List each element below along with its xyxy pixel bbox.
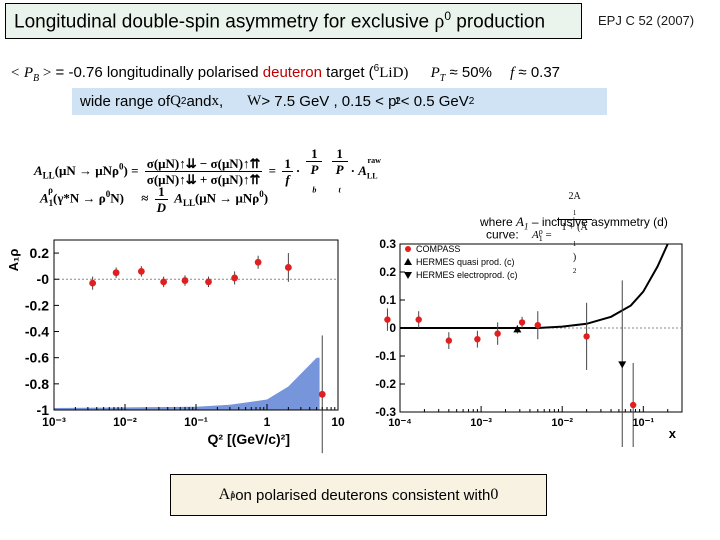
legend-marker-hermes-quasi xyxy=(404,258,412,265)
legend-label: HERMES electroprod. (c) xyxy=(416,270,518,280)
data-point-q2 xyxy=(205,278,212,286)
ytick-label-x: -0.3 xyxy=(375,405,396,419)
data-point-hermes-quasi xyxy=(513,325,522,333)
xtick-label-q2: 10⁻² xyxy=(113,415,137,429)
slide-title-box: Longitudinal double-spin asymmetry for e… xyxy=(5,3,582,39)
xtick-label-q2: 1 xyxy=(264,415,271,429)
data-point-q2 xyxy=(137,267,145,275)
ytick-label-x: 0.3 xyxy=(379,237,396,251)
data-point-q2 xyxy=(89,279,97,287)
data-point-compass xyxy=(583,333,590,340)
xtick-label-q2: 10⁻¹ xyxy=(184,415,208,429)
data-point-q2 xyxy=(231,274,239,282)
xtick-label-q2: 10 xyxy=(331,415,345,429)
ytick-label-q2: 0.2 xyxy=(30,245,50,261)
xlabel-q2: Q² [(GeV/c)²] xyxy=(208,431,290,447)
data-point-q2 xyxy=(112,269,120,277)
ytick-label-q2: -0.4 xyxy=(25,324,49,340)
ytick-label-x: 0.2 xyxy=(379,265,396,279)
data-point-compass xyxy=(445,337,453,344)
ytick-label-x: 0 xyxy=(389,321,396,335)
ytick-label-q2: -0.6 xyxy=(25,350,49,366)
systematic-band xyxy=(54,357,320,410)
data-point-compass xyxy=(629,401,637,409)
data-point-compass xyxy=(384,316,391,323)
ylabel-q2: A₁ρ xyxy=(6,249,21,272)
ytick-label-x: -0.1 xyxy=(375,349,396,363)
data-point-compass xyxy=(415,316,422,323)
ytick-label-q2: -1 xyxy=(37,402,50,418)
journal-reference: EPJ C 52 (2007) xyxy=(598,13,695,28)
ytick-label-x: -0.2 xyxy=(375,377,396,391)
data-point-compass xyxy=(494,330,501,337)
ytick-label-q2: -0 xyxy=(37,271,50,287)
data-point-q2 xyxy=(160,278,168,286)
xtick-label-x: 10⁻⁴ xyxy=(388,417,411,429)
chart-q2: A₁ρ 0.2 -0 -0.2 -0.4 -0.6 -0.8 -110⁻³ 10⁻² 10⁻¹ 1… xyxy=(6,239,345,454)
legend-marker-hermes-electro xyxy=(404,272,412,279)
chart-x: 0.30.20.10-0.1-0.2-0.310⁻⁴ 10⁻³ 10⁻² 10⁻¹x … xyxy=(375,237,683,447)
ytick-label-q2: -0.8 xyxy=(25,376,49,392)
ytick-label-x: 0.1 xyxy=(379,293,396,307)
polarisation-line: < PB > = -0.76 longitudinally polarised … xyxy=(10,63,561,84)
legend-label: HERMES quasi prod. (c) xyxy=(416,257,515,267)
xtick-label-x: 10⁻³ xyxy=(470,417,492,429)
where-note: where A1 – inclusive asymmetry (d) xyxy=(480,214,668,232)
data-point-compass xyxy=(534,322,541,329)
data-point-q2 xyxy=(284,264,292,271)
inclusive-asymmetry-curve xyxy=(400,243,669,329)
legend-marker-compass xyxy=(405,246,411,252)
data-point-compass xyxy=(518,319,526,326)
xtick-label-x: 10⁻¹ xyxy=(632,417,654,429)
data-point-compass xyxy=(474,336,481,343)
xlabel-x: x xyxy=(669,426,677,441)
data-point-q2 xyxy=(318,390,326,398)
data-point-q2 xyxy=(181,277,189,284)
slide-title: Longitudinal double-spin asymmetry for e… xyxy=(14,8,546,33)
xtick-label-x: 10⁻² xyxy=(551,417,573,429)
data-point-q2 xyxy=(254,258,262,266)
legend-label: COMPASS xyxy=(416,244,460,254)
xtick-label-q2: 10⁻³ xyxy=(42,415,66,429)
data-point-hermes-electro xyxy=(618,361,627,369)
deuteron-word: deuteron xyxy=(262,64,322,81)
ytick-label-q2: -0.2 xyxy=(25,297,49,313)
formula-all-definition: ALL(μN → μNρ0) = σ(μN)↑⇊ − σ(μN)↑⇈ σ(μN)↑… xyxy=(34,146,381,195)
